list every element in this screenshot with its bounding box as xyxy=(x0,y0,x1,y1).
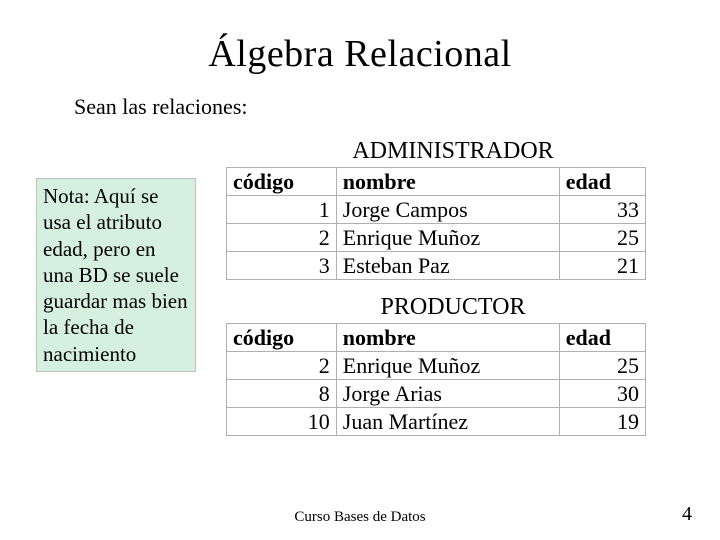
table-row: 3 Esteban Paz 21 xyxy=(227,252,646,280)
intro-text: Sean las relaciones: xyxy=(74,94,680,120)
admin-block: ADMINISTRADOR código nombre edad 1 Jorge… xyxy=(226,138,680,280)
col-header: edad xyxy=(559,168,645,196)
cell: 19 xyxy=(559,408,645,436)
table-row: 2 Enrique Muñoz 25 xyxy=(227,224,646,252)
cell: 1 xyxy=(227,196,337,224)
table-header-row: código nombre edad xyxy=(227,168,646,196)
col-header: nombre xyxy=(336,324,559,352)
col-header: código xyxy=(227,324,337,352)
cell: 2 xyxy=(227,224,337,252)
cell: 30 xyxy=(559,380,645,408)
footer-text: Curso Bases de Datos xyxy=(0,509,720,526)
admin-table: código nombre edad 1 Jorge Campos 33 2 xyxy=(226,167,646,280)
main-area: Nota: Aquí se usa el atributo edad, pero… xyxy=(40,134,680,450)
table-header-row: código nombre edad xyxy=(227,324,646,352)
cell: 25 xyxy=(559,224,645,252)
cell: 25 xyxy=(559,352,645,380)
cell: 33 xyxy=(559,196,645,224)
slide: Álgebra Relacional Sean las relaciones: … xyxy=(0,0,720,540)
page-title: Álgebra Relacional xyxy=(40,32,680,76)
productor-block: PRODUCTOR código nombre edad 2 Enrique M… xyxy=(226,294,680,436)
col-header: nombre xyxy=(336,168,559,196)
col-header: edad xyxy=(559,324,645,352)
cell: Jorge Campos xyxy=(336,196,559,224)
cell: 10 xyxy=(227,408,337,436)
admin-title: ADMINISTRADOR xyxy=(226,138,680,165)
cell: Juan Martínez xyxy=(336,408,559,436)
table-row: 10 Juan Martínez 19 xyxy=(227,408,646,436)
cell: Jorge Arias xyxy=(336,380,559,408)
table-row: 1 Jorge Campos 33 xyxy=(227,196,646,224)
col-header: código xyxy=(227,168,337,196)
cell: Esteban Paz xyxy=(336,252,559,280)
cell: 2 xyxy=(227,352,337,380)
cell: Enrique Muñoz xyxy=(336,224,559,252)
page-number: 4 xyxy=(682,503,692,526)
productor-table: código nombre edad 2 Enrique Muñoz 25 8 xyxy=(226,323,646,436)
cell: Enrique Muñoz xyxy=(336,352,559,380)
table-row: 8 Jorge Arias 30 xyxy=(227,380,646,408)
tables-area: ADMINISTRADOR código nombre edad 1 Jorge… xyxy=(196,134,680,450)
cell: 3 xyxy=(227,252,337,280)
table-row: 2 Enrique Muñoz 25 xyxy=(227,352,646,380)
productor-title: PRODUCTOR xyxy=(226,294,680,321)
note-box: Nota: Aquí se usa el atributo edad, pero… xyxy=(36,178,196,372)
cell: 8 xyxy=(227,380,337,408)
cell: 21 xyxy=(559,252,645,280)
